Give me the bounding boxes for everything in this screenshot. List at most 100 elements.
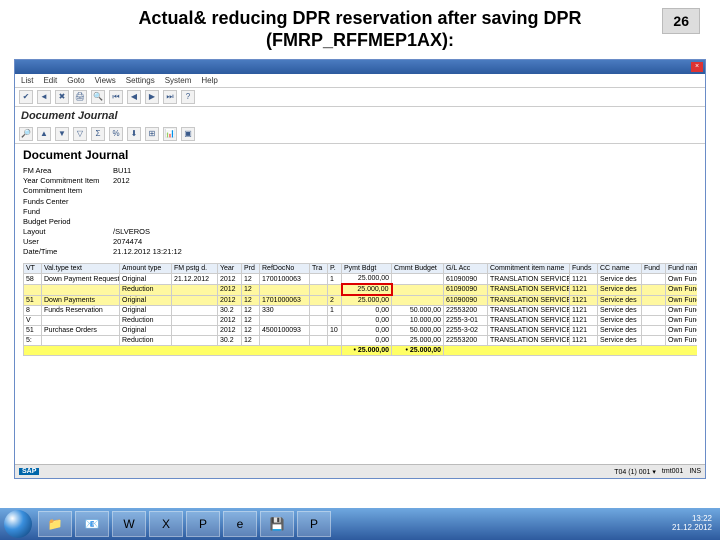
start-button[interactable] [4, 510, 32, 538]
cell: Original [120, 306, 172, 316]
subtotal-icon[interactable]: % [109, 127, 123, 141]
last-icon[interactable]: ⏭ [163, 90, 177, 104]
screen-title: Document Journal [15, 107, 705, 125]
cell: Own Funds [666, 306, 698, 316]
taskbar[interactable]: 📁📧WXPe💾P 13:22 21.12.2012 [0, 508, 720, 540]
task-powerpoint[interactable]: P [186, 511, 220, 537]
cell: 61090090 [444, 284, 488, 295]
col-header[interactable]: Amount type [120, 264, 172, 274]
menu-settings[interactable]: Settings [126, 76, 155, 85]
year-label: Year Commitment Item [23, 176, 113, 186]
menu-system[interactable]: System [165, 76, 192, 85]
connection-info[interactable]: T04 (1) 001 ▾ [614, 468, 656, 476]
cell: Own Funds [666, 284, 698, 295]
graph-icon[interactable]: 📊 [163, 127, 177, 141]
col-header[interactable]: Funds [570, 264, 598, 274]
cell: Service des [598, 306, 642, 316]
table-row[interactable]: Reduction20121225.000,0061090090TRANSLAT… [24, 284, 698, 295]
cell: Own Funds [666, 326, 698, 336]
col-header[interactable]: P. [328, 264, 342, 274]
col-header[interactable]: G/L Acc [444, 264, 488, 274]
cell: 12 [242, 306, 260, 316]
cell: Own Funds [666, 274, 698, 285]
menu-views[interactable]: Views [95, 76, 116, 85]
col-header[interactable]: Val.type text [42, 264, 120, 274]
select-icon[interactable]: ▣ [181, 127, 195, 141]
col-header[interactable]: VT [24, 264, 42, 274]
menu-list[interactable]: List [21, 76, 33, 85]
document-heading: Document Journal [23, 148, 697, 162]
table-row[interactable]: 51Purchase OrdersOriginal201212450010009… [24, 326, 698, 336]
help-icon[interactable]: ? [181, 90, 195, 104]
first-icon[interactable]: ⏮ [109, 90, 123, 104]
col-header[interactable]: Cmmt Budget [392, 264, 444, 274]
cell: Original [120, 274, 172, 285]
task-outlook[interactable]: 📧 [75, 511, 109, 537]
menu-goto[interactable]: Goto [67, 76, 84, 85]
totals-row: • 25.000,00 • 25.000,00 [24, 346, 698, 356]
cell: V [24, 316, 42, 326]
sort-desc-icon[interactable]: ▼ [55, 127, 69, 141]
system-tray[interactable]: 13:22 21.12.2012 [672, 515, 716, 533]
cell: 25.000,00 [342, 295, 392, 306]
col-header[interactable]: Fund name [666, 264, 698, 274]
col-header[interactable]: Year [218, 264, 242, 274]
cell [392, 274, 444, 285]
cell: 2 [328, 295, 342, 306]
table-row[interactable]: 51Down PaymentsOriginal20121217010000632… [24, 295, 698, 306]
details-icon[interactable]: 🔎 [19, 127, 33, 141]
cell: 1121 [570, 274, 598, 285]
task-save[interactable]: 💾 [260, 511, 294, 537]
col-header[interactable]: Prd [242, 264, 260, 274]
dt-value: 21.12.2012 13:21:12 [113, 247, 182, 257]
cell [328, 284, 342, 295]
prev-icon[interactable]: ◀ [127, 90, 141, 104]
find-icon[interactable]: 🔍 [91, 90, 105, 104]
sort-asc-icon[interactable]: ▲ [37, 127, 51, 141]
col-header[interactable]: Fund [642, 264, 666, 274]
task-ppt2[interactable]: P [297, 511, 331, 537]
cell [328, 316, 342, 326]
table-row[interactable]: 5:Reduction30.2120,0025.000,0022553200TR… [24, 336, 698, 346]
col-header[interactable]: Pymt Bdgt [342, 264, 392, 274]
cell: 2012 [218, 326, 242, 336]
task-word[interactable]: W [112, 511, 146, 537]
sum-icon[interactable]: Σ [91, 127, 105, 141]
titlebar[interactable]: × [15, 60, 705, 74]
cell: 22553200 [444, 336, 488, 346]
next-icon[interactable]: ▶ [145, 90, 159, 104]
menu-help[interactable]: Help [201, 76, 217, 85]
cell: 10.000,00 [392, 316, 444, 326]
save-icon[interactable]: ✔ [19, 90, 33, 104]
col-header[interactable]: Commitment item name [488, 264, 570, 274]
col-header[interactable]: CC name [598, 264, 642, 274]
cell: 12 [242, 295, 260, 306]
layout-icon[interactable]: ⊞ [145, 127, 159, 141]
export-icon[interactable]: ⬇ [127, 127, 141, 141]
task-explorer[interactable]: 📁 [38, 511, 72, 537]
task-excel[interactable]: X [149, 511, 183, 537]
menu-edit[interactable]: Edit [43, 76, 57, 85]
cell [260, 336, 310, 346]
cell [24, 284, 42, 295]
col-header[interactable]: FM pstg d. [172, 264, 218, 274]
cell: 10 [328, 326, 342, 336]
task-ie[interactable]: e [223, 511, 257, 537]
alv-grid[interactable]: VTVal.type textAmount typeFM pstg d.Year… [23, 263, 697, 356]
journal-table[interactable]: VTVal.type textAmount typeFM pstg d.Year… [23, 263, 697, 356]
back-icon[interactable]: ◄ [37, 90, 51, 104]
table-row[interactable]: VReduction2012120,0010.000,002255-3-01TR… [24, 316, 698, 326]
cell: 0,00 [342, 306, 392, 316]
cell: 0,00 [342, 316, 392, 326]
table-row[interactable]: 8Funds ReservationOriginal30.21233010,00… [24, 306, 698, 316]
cell [642, 316, 666, 326]
col-header[interactable]: RefDocNo [260, 264, 310, 274]
col-header[interactable]: Tra [310, 264, 328, 274]
exit-icon[interactable]: ✖ [55, 90, 69, 104]
table-row[interactable]: 58Down Payment RequestsOriginal21.12.201… [24, 274, 698, 285]
cell: 2012 [218, 274, 242, 285]
slide-title: Actual& reducing DPR reservation after s… [0, 0, 720, 55]
filter-icon[interactable]: ▽ [73, 127, 87, 141]
print-icon[interactable]: 🖨 [73, 90, 87, 104]
close-button[interactable]: × [691, 62, 703, 72]
